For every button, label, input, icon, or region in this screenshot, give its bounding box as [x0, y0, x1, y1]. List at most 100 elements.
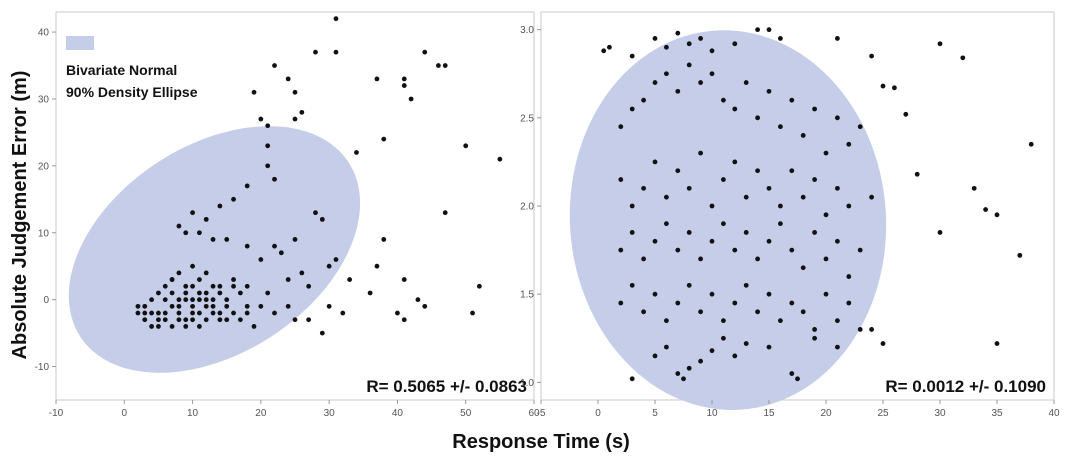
data-point [698, 309, 703, 315]
data-point [142, 303, 148, 309]
x-tick-label: 20 [820, 408, 832, 419]
data-point [641, 97, 646, 103]
data-point [812, 177, 817, 182]
data-point [800, 133, 806, 138]
data-point [224, 297, 230, 303]
data-point [422, 49, 428, 55]
data-point [231, 310, 236, 316]
data-point [156, 290, 161, 296]
data-point [333, 257, 339, 262]
data-point [698, 150, 703, 156]
data-point [641, 256, 646, 262]
data-point [800, 265, 806, 271]
data-point [766, 27, 772, 33]
data-point [326, 263, 332, 269]
data-point [721, 221, 726, 227]
data-point [721, 335, 726, 341]
data-point [183, 230, 189, 236]
legend-line-2: 90% Density Ellipse [66, 84, 198, 100]
data-point [183, 283, 189, 289]
data-point [732, 106, 738, 112]
density-ellipse [569, 30, 887, 410]
data-point [319, 216, 325, 222]
data-point [401, 76, 407, 82]
data-point [463, 143, 469, 149]
data-point [709, 238, 715, 244]
data-point [652, 238, 658, 244]
data-point [835, 115, 840, 121]
data-point [686, 282, 692, 288]
data-point [292, 237, 298, 242]
y-tick-label: 1.5 [520, 290, 534, 301]
data-point [190, 283, 195, 289]
data-point [681, 376, 686, 382]
data-point [142, 310, 148, 316]
data-point [401, 317, 407, 323]
data-point [686, 185, 692, 191]
data-point [652, 353, 658, 359]
data-point [265, 143, 271, 149]
data-point [265, 163, 271, 169]
data-point [652, 80, 658, 85]
data-point [835, 185, 840, 191]
data-point [422, 303, 428, 309]
data-point [675, 88, 681, 94]
data-point [721, 177, 726, 182]
data-point [244, 243, 250, 249]
data-point [823, 256, 829, 262]
data-point [197, 297, 202, 303]
data-point [401, 277, 407, 282]
y-tick-label: 30 [38, 94, 50, 105]
data-point [156, 310, 161, 316]
data-point [224, 317, 230, 323]
data-point [278, 250, 284, 256]
data-point [664, 318, 669, 324]
data-point [755, 115, 760, 121]
data-point [415, 297, 421, 303]
data-point [686, 62, 692, 68]
data-point [381, 237, 387, 242]
data-point [869, 194, 874, 200]
data-point [778, 318, 783, 324]
data-point [994, 341, 1000, 346]
data-point [190, 210, 195, 216]
data-point [789, 97, 795, 103]
data-point [652, 36, 658, 41]
x-tick-label: 30 [324, 408, 336, 419]
data-point [686, 41, 692, 47]
data-point [374, 263, 380, 269]
data-point [176, 317, 182, 323]
x-axis-title: Response Time (s) [452, 431, 629, 453]
data-point [442, 210, 448, 216]
data-point [265, 123, 271, 129]
data-point [251, 89, 257, 95]
data-point [470, 310, 475, 316]
data-point [778, 203, 783, 209]
data-point [190, 297, 195, 303]
x-tick-label: 40 [1048, 408, 1060, 419]
data-point [778, 36, 783, 41]
data-point [313, 49, 318, 55]
data-point [857, 327, 863, 332]
legend-line-1: Bivariate Normal [66, 62, 177, 78]
data-point [675, 168, 681, 174]
data-point [800, 309, 806, 315]
data-point [652, 159, 658, 165]
data-point [937, 41, 943, 47]
data-point [686, 230, 692, 235]
data-point [251, 324, 257, 329]
y-tick-label: -10 [35, 362, 50, 373]
data-point [190, 317, 195, 323]
data-point [231, 283, 236, 289]
data-point [766, 185, 772, 191]
data-point [333, 16, 339, 22]
data-point [983, 207, 988, 212]
data-point [755, 27, 760, 33]
data-point [823, 150, 829, 156]
data-point [709, 291, 715, 297]
data-point [835, 344, 840, 350]
data-point [835, 318, 840, 324]
data-point [743, 194, 749, 200]
data-point [709, 203, 715, 209]
x-tick-label: 0 [122, 408, 128, 419]
